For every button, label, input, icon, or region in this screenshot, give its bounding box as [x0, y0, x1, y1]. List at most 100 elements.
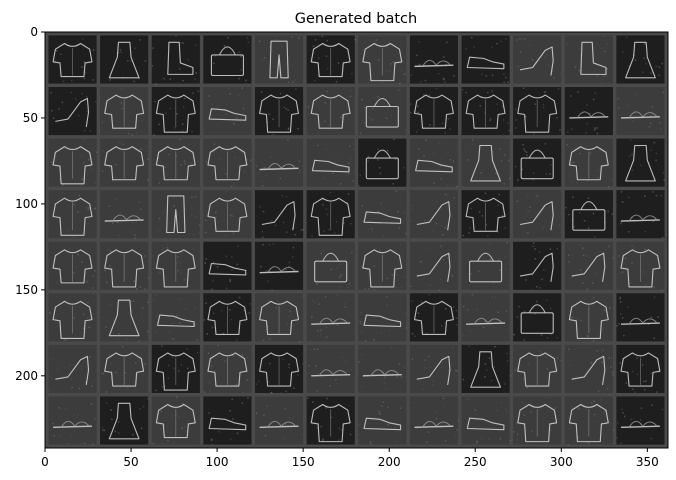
generated-tile [616, 190, 665, 239]
generated-tile [461, 35, 510, 84]
generated-tile [100, 138, 149, 187]
generated-tile [100, 35, 149, 84]
generated-tile [306, 396, 355, 446]
y-tick-label: 100 [15, 197, 38, 211]
generated-tile [306, 35, 356, 84]
generated-tile [203, 35, 253, 85]
generated-tile [48, 87, 97, 136]
generated-tile [100, 344, 149, 393]
generated-tile [461, 87, 510, 136]
generated-tile [151, 293, 200, 342]
generated-tile [616, 138, 666, 187]
generated-tile [306, 344, 355, 393]
x-axis: 0 50 100 150 200 250 300 350 [41, 448, 659, 469]
generated-tile [254, 35, 304, 84]
generated-tile [513, 35, 562, 84]
generated-tile [564, 344, 614, 393]
generated-tile [564, 396, 615, 447]
generated-tile [409, 293, 459, 342]
generated-tile [564, 35, 613, 84]
x-tick-label: 150 [292, 455, 315, 469]
generated-tile [461, 293, 511, 342]
x-tick-label: 300 [550, 455, 573, 469]
generated-tile [203, 190, 252, 240]
generated-tile [151, 87, 200, 136]
generated-tile [203, 293, 252, 342]
generated-tile [409, 190, 459, 240]
generated-tile [48, 138, 98, 187]
figure-title: Generated batch [295, 11, 417, 27]
generated-tile [254, 396, 305, 445]
generated-tile [616, 87, 666, 136]
axes-frame [44, 31, 669, 449]
generated-tile [358, 396, 407, 445]
generated-tile [48, 344, 97, 393]
y-tick-label: 0 [30, 25, 38, 39]
generated-tile [254, 87, 304, 136]
y-tick-label: 150 [15, 283, 38, 297]
generated-tile [306, 87, 355, 136]
generated-tile [564, 190, 614, 239]
generated-tile [513, 293, 562, 342]
generated-tile [100, 396, 149, 445]
generated-tile [616, 396, 665, 445]
generated-tile [616, 35, 665, 84]
generated-tile [306, 241, 355, 290]
generated-tile [100, 241, 150, 290]
generated-tile [409, 87, 459, 136]
generated-tile [203, 241, 252, 291]
generated-tile [461, 138, 511, 188]
generated-tile [254, 293, 304, 343]
generated-tile [151, 241, 200, 290]
generated-tile [616, 241, 665, 292]
generated-tile [461, 344, 512, 395]
generated-tile [100, 87, 149, 136]
y-tick-label: 200 [15, 369, 38, 383]
generated-tile [358, 293, 408, 342]
x-tick-label: 0 [41, 455, 49, 469]
y-tick-label: 50 [23, 111, 38, 125]
generated-tile [513, 344, 563, 394]
generated-tile [358, 138, 407, 189]
generated-tile [513, 138, 562, 187]
generated-tile [409, 35, 459, 84]
generated-tile [513, 396, 562, 445]
generated-tile [306, 138, 355, 187]
generated-tile [254, 190, 304, 239]
generated-tile [358, 190, 407, 239]
generated-tile [203, 138, 253, 188]
generated-tile [48, 241, 97, 290]
generated-tile [254, 241, 304, 292]
generated-tile [616, 344, 665, 394]
generated-image-grid [45, 32, 668, 448]
generated-tile [461, 190, 510, 239]
generated-tile [48, 293, 97, 342]
generated-tile [151, 138, 200, 187]
generated-tile [564, 293, 615, 342]
generated-tile [151, 190, 201, 239]
generated-tile [513, 241, 562, 291]
generated-tile [461, 241, 510, 291]
generated-tile [358, 87, 407, 136]
x-tick-label: 350 [636, 455, 659, 469]
generated-tile [100, 293, 149, 342]
generated-tile [151, 344, 200, 393]
generated-tile [306, 190, 355, 239]
y-axis: 0 50 100 150 200 [15, 25, 45, 383]
x-tick-label: 100 [206, 455, 229, 469]
generated-tile [306, 293, 355, 342]
generated-tile [409, 138, 459, 188]
generated-tile [254, 138, 304, 187]
generated-tile [513, 190, 562, 240]
generated-tile [358, 344, 407, 393]
generated-tile [203, 344, 252, 394]
generated-tile [358, 35, 407, 85]
generated-tile [48, 396, 97, 446]
generated-tile [48, 35, 97, 84]
generated-tile [616, 293, 665, 342]
generated-tile [564, 87, 613, 136]
x-tick-label: 200 [378, 455, 401, 469]
generated-tile [100, 190, 149, 239]
generated-tile [409, 344, 459, 393]
